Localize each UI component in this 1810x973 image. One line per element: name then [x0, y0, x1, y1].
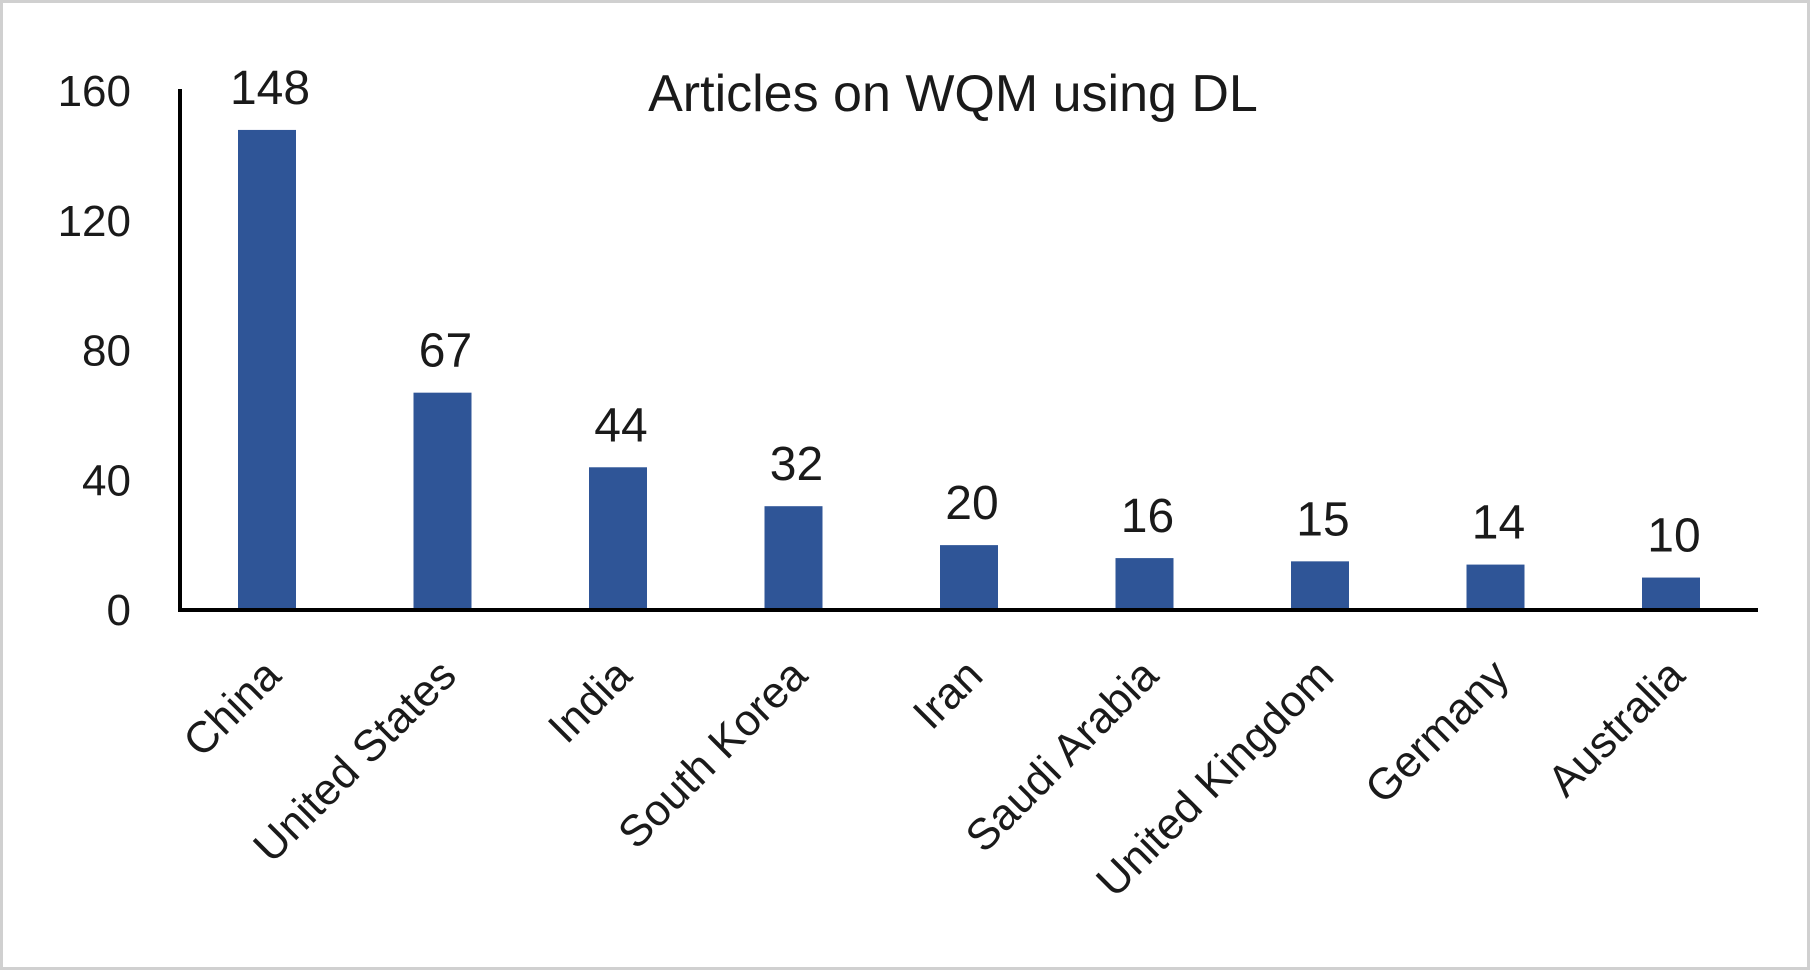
bar	[940, 545, 998, 610]
bar	[1291, 561, 1349, 610]
bar	[1642, 577, 1700, 610]
bar	[238, 129, 296, 611]
y-tick-label: 160	[58, 67, 131, 116]
bar	[413, 392, 472, 610]
bar	[1115, 558, 1174, 610]
bar	[1466, 564, 1525, 610]
bar-chart: Articles on WQM using DL 0 40 80 120 160 148…	[58, 62, 1758, 906]
data-label: 67	[419, 325, 472, 378]
data-label: 44	[594, 399, 647, 452]
category-label: South Korea	[609, 650, 817, 858]
category-label: Australia	[1538, 650, 1694, 806]
bar	[764, 506, 823, 610]
bar	[589, 467, 647, 610]
data-label: 16	[1121, 490, 1174, 543]
y-tick-label: 0	[107, 586, 131, 635]
data-label: 148	[230, 62, 310, 115]
data-label: 32	[770, 438, 823, 491]
bars	[238, 129, 1700, 611]
category-label: India	[539, 650, 641, 752]
category-label: Germany	[1356, 650, 1519, 813]
y-tick-label: 80	[82, 327, 131, 376]
category-label: China	[174, 650, 290, 766]
y-tick-label: 40	[82, 456, 131, 505]
data-label: 15	[1296, 493, 1349, 546]
data-label: 10	[1647, 510, 1700, 563]
data-label: 14	[1472, 497, 1525, 550]
y-axis-ticks: 0 40 80 120 160	[58, 67, 131, 635]
y-tick-label: 120	[58, 197, 131, 246]
chart-title: Articles on WQM using DL	[648, 65, 1258, 123]
data-labels: 148 67 44 32 20 16 15 14 10	[230, 62, 1701, 563]
data-label: 20	[945, 477, 998, 530]
category-label: Iran	[904, 650, 992, 738]
